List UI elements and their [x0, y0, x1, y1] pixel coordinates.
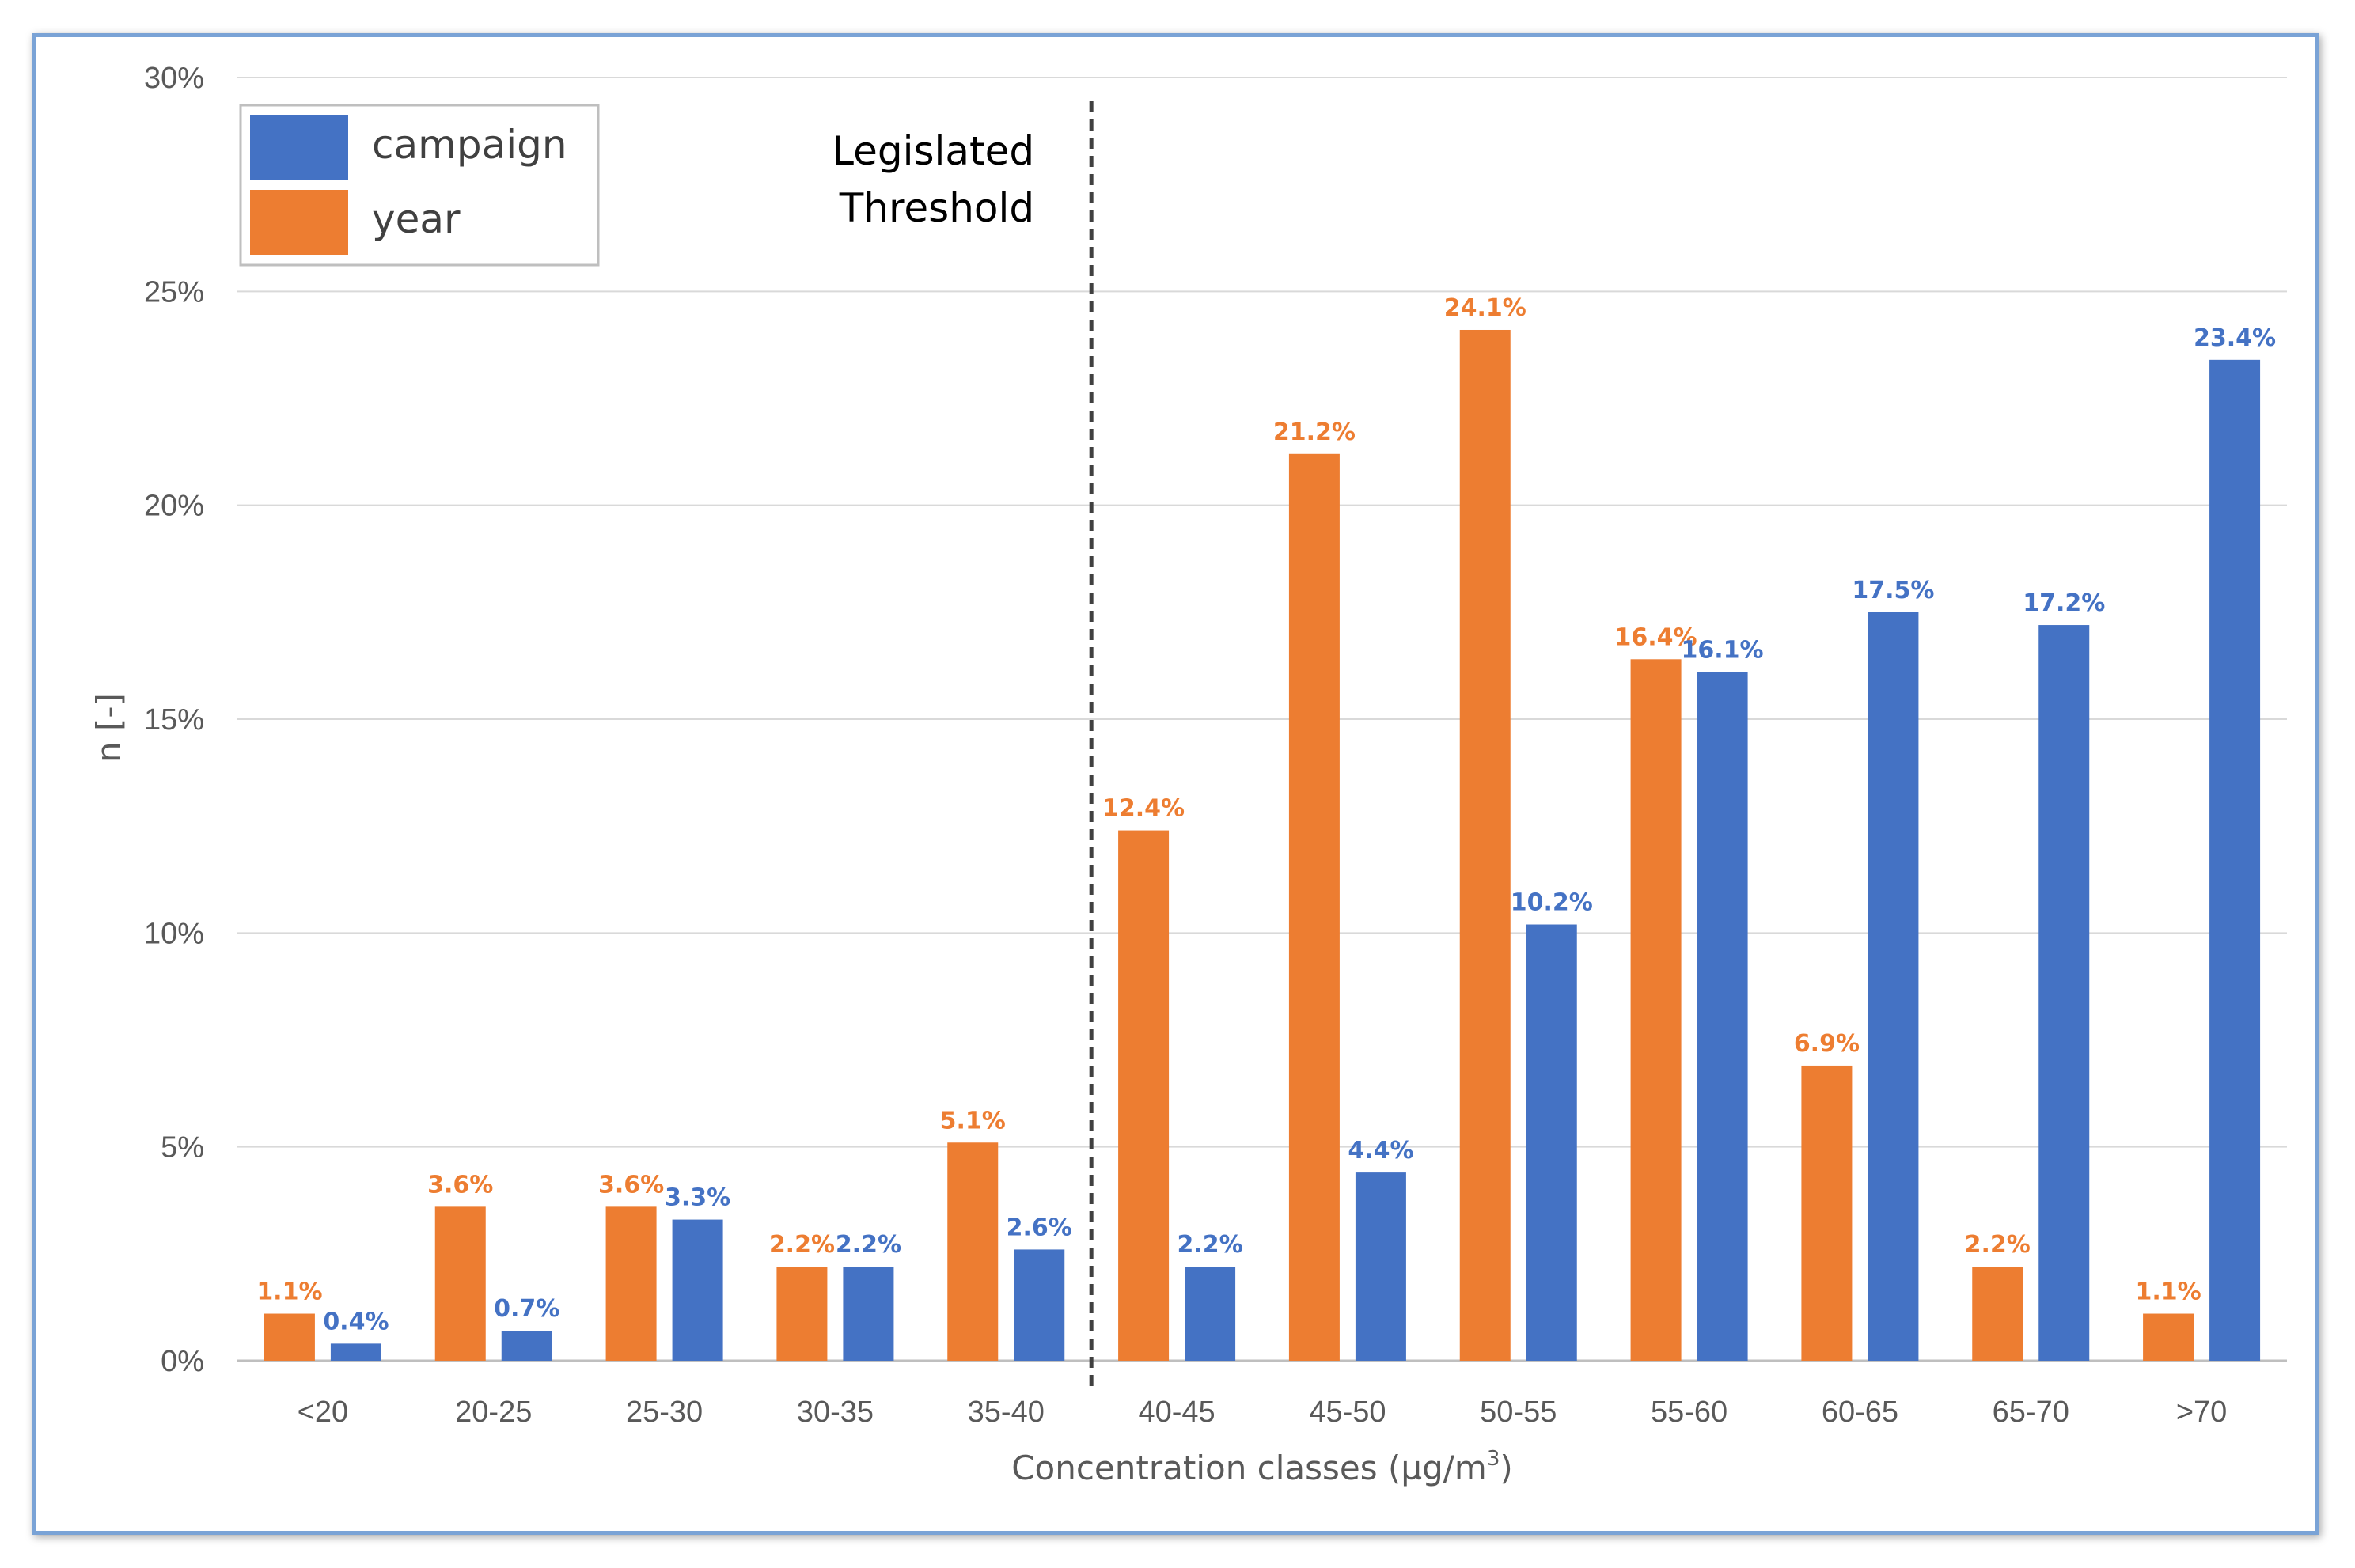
data-label-campaign: 4.4% — [1348, 1137, 1413, 1165]
bar-year — [1459, 329, 1511, 1361]
y-axis-title: n [-] — [89, 693, 128, 763]
data-label-year: 16.4% — [1615, 623, 1697, 651]
data-label-campaign: 0.4% — [323, 1308, 389, 1335]
x-axis-title-main: Concentration classes (µg/m — [1011, 1449, 1487, 1487]
x-axis-title-suffix: ) — [1500, 1449, 1512, 1487]
data-label-campaign: 16.1% — [1682, 637, 1764, 665]
x-axis-title: Concentration classes (µg/m3) — [1011, 1447, 1513, 1487]
bar-year — [2143, 1313, 2194, 1361]
x-tick-label: 60-65 — [1822, 1396, 1898, 1429]
x-axis-title-superscript: 3 — [1487, 1447, 1500, 1471]
x-tick-label: 40-45 — [1138, 1396, 1215, 1429]
bar-year — [1972, 1267, 2023, 1361]
data-label-year: 3.6% — [598, 1171, 664, 1199]
y-tick-label: 25% — [144, 275, 204, 309]
data-label-year: 3.6% — [427, 1171, 493, 1199]
data-label-campaign: 2.6% — [1007, 1214, 1072, 1241]
data-label-year: 1.1% — [2135, 1278, 2201, 1306]
bar-campaign — [1185, 1267, 1236, 1361]
legend-swatch-year — [250, 190, 348, 255]
data-label-campaign: 0.7% — [494, 1295, 559, 1323]
data-label-year: 2.2% — [769, 1231, 835, 1259]
y-tick-label: 10% — [144, 917, 204, 950]
data-label-campaign: 17.5% — [1852, 577, 1934, 604]
legend-swatch-campaign — [250, 115, 348, 180]
bar-year — [434, 1206, 486, 1361]
data-label-year: 2.2% — [1965, 1231, 2031, 1259]
data-label-campaign: 10.2% — [1511, 889, 1593, 917]
x-tick-label: 20-25 — [455, 1396, 532, 1429]
x-tick-label: <20 — [298, 1396, 348, 1429]
bar-campaign — [843, 1267, 894, 1361]
bar-campaign — [501, 1331, 552, 1361]
bar-campaign — [1868, 612, 1919, 1361]
threshold-label-line-2: Threshold — [839, 185, 1034, 231]
x-tick-label: 50-55 — [1480, 1396, 1557, 1429]
data-label-campaign: 3.3% — [665, 1184, 730, 1212]
x-tick-label: 30-35 — [797, 1396, 874, 1429]
bar-year — [1288, 453, 1340, 1362]
bar-campaign — [1526, 924, 1577, 1361]
bars — [264, 329, 2261, 1362]
legend: campaign year — [239, 104, 600, 267]
gridlines — [237, 77, 2287, 1362]
y-axis-ticks: 0% 5% 10% 15% 20% 25% 30% — [144, 62, 204, 1378]
data-label-year: 12.4% — [1102, 795, 1185, 823]
threshold-annotation: Legislated Threshold — [832, 101, 1094, 1392]
bar-year — [1630, 659, 1682, 1361]
bar-year — [1118, 830, 1170, 1361]
data-label-year: 1.1% — [256, 1278, 322, 1306]
bar-year — [776, 1267, 828, 1361]
bar-year — [605, 1206, 657, 1361]
x-tick-label: >70 — [2176, 1396, 2227, 1429]
legend-label-year: year — [372, 196, 461, 242]
x-tick-label: 45-50 — [1309, 1396, 1386, 1429]
data-label-campaign: 23.4% — [2194, 324, 2276, 352]
y-tick-label: 0% — [161, 1345, 204, 1378]
y-tick-label: 20% — [144, 490, 204, 523]
data-label-year: 5.1% — [940, 1107, 1006, 1134]
data-label-campaign: 17.2% — [2023, 589, 2105, 617]
legend-label-campaign: campaign — [372, 122, 567, 168]
bar-campaign — [672, 1219, 723, 1361]
bar-year — [264, 1313, 315, 1361]
data-labels: 1.1%0.4%3.6%0.7%3.6% 3.3%2.2% 2.2%5.1%2.6%… — [256, 294, 2276, 1335]
bar-year — [1801, 1065, 1853, 1361]
bar-campaign — [1697, 672, 1748, 1361]
data-label-year: 6.9% — [1794, 1030, 1860, 1058]
x-tick-label: 55-60 — [1651, 1396, 1727, 1429]
data-label-campaign: 2.2% — [836, 1231, 901, 1259]
threshold-label-line-1: Legislated — [832, 128, 1034, 174]
bar-campaign — [1014, 1249, 1065, 1361]
x-tick-label: 25-30 — [626, 1396, 703, 1429]
data-label-year: 24.1% — [1444, 294, 1526, 322]
x-tick-label: 35-40 — [968, 1396, 1045, 1429]
x-tick-label: 65-70 — [1993, 1396, 2069, 1429]
y-tick-label: 5% — [161, 1131, 204, 1165]
bar-campaign — [1355, 1172, 1406, 1361]
y-tick-label: 15% — [144, 703, 204, 737]
data-label-year: 21.2% — [1273, 419, 1356, 446]
bar-campaign — [2209, 359, 2261, 1362]
bar-campaign — [330, 1343, 381, 1361]
x-axis-ticks: <20 20-25 25-30 30-35 35-40 40-45 45-50 50-55 55… — [298, 1396, 2228, 1429]
chart-frame — [32, 33, 2319, 1535]
bar-year — [947, 1142, 999, 1361]
y-tick-label: 30% — [144, 62, 204, 95]
data-label-campaign: 2.2% — [1177, 1231, 1242, 1259]
bar-campaign — [2038, 625, 2090, 1361]
